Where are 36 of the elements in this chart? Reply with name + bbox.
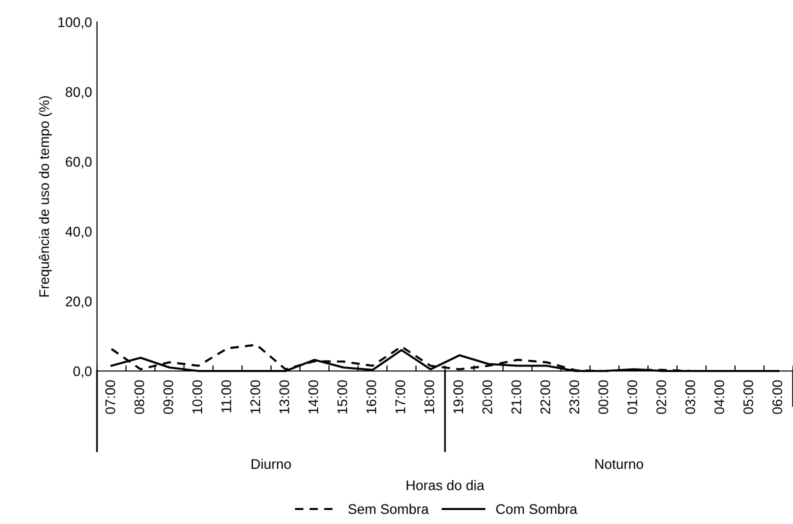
text: Noturno [595, 459, 644, 469]
y-tick-label: 100,0 [58, 17, 92, 29]
x-axis-title: Horas do dia [406, 480, 484, 490]
x-tick-label: 04:00 [714, 380, 724, 414]
x-tick-label: 21:00 [511, 380, 522, 414]
x-tick-label: 14:00 [308, 380, 318, 414]
x-tick-label: 17:00 [395, 380, 406, 414]
x-tick-label: 00:00 [598, 380, 608, 414]
y-tick-label: 0,0 [73, 366, 92, 378]
x-tick-label: 02:00 [656, 380, 666, 414]
x-tick-label: 06:00 [772, 380, 782, 414]
x-tick-label: 15:00 [337, 380, 348, 414]
x-tick-label: 13:00 [279, 380, 290, 414]
x-tick-label: 07:00 [105, 380, 116, 414]
x-tick-label: 12:00 [250, 380, 260, 414]
legend-label: Sem Sombra [348, 504, 429, 514]
x-tick-label: 01:00 [627, 380, 638, 414]
x-tick-label: 10:00 [192, 380, 202, 414]
x-tick-label: 18:00 [424, 380, 434, 414]
y-tick-label: 40,0 [65, 226, 92, 238]
x-tick-label: 03:00 [685, 380, 696, 414]
x-tick-label: 16:00 [366, 380, 376, 414]
x-tick-label: 23:00 [569, 380, 580, 414]
legend-label: Com Sombra [496, 504, 578, 514]
y-tick-label: 20,0 [66, 296, 92, 308]
text: Diurno [252, 458, 291, 469]
x-tick-label: 19:00 [453, 380, 464, 414]
x-tick-label: 20:00 [482, 380, 492, 414]
y-tick-label: 80,0 [66, 87, 92, 99]
x-tick-label: 08:00 [134, 380, 144, 414]
x-tick-label: 11:00 [221, 380, 232, 412]
y-tick-label: 60,0 [66, 156, 92, 168]
x-tick-label: 22:00 [540, 380, 550, 414]
x-tick-label: 09:00 [163, 380, 174, 414]
x-tick-label: 05:00 [743, 380, 754, 414]
y-axis-title: Frequência de uso do tempo (%) [38, 96, 52, 296]
